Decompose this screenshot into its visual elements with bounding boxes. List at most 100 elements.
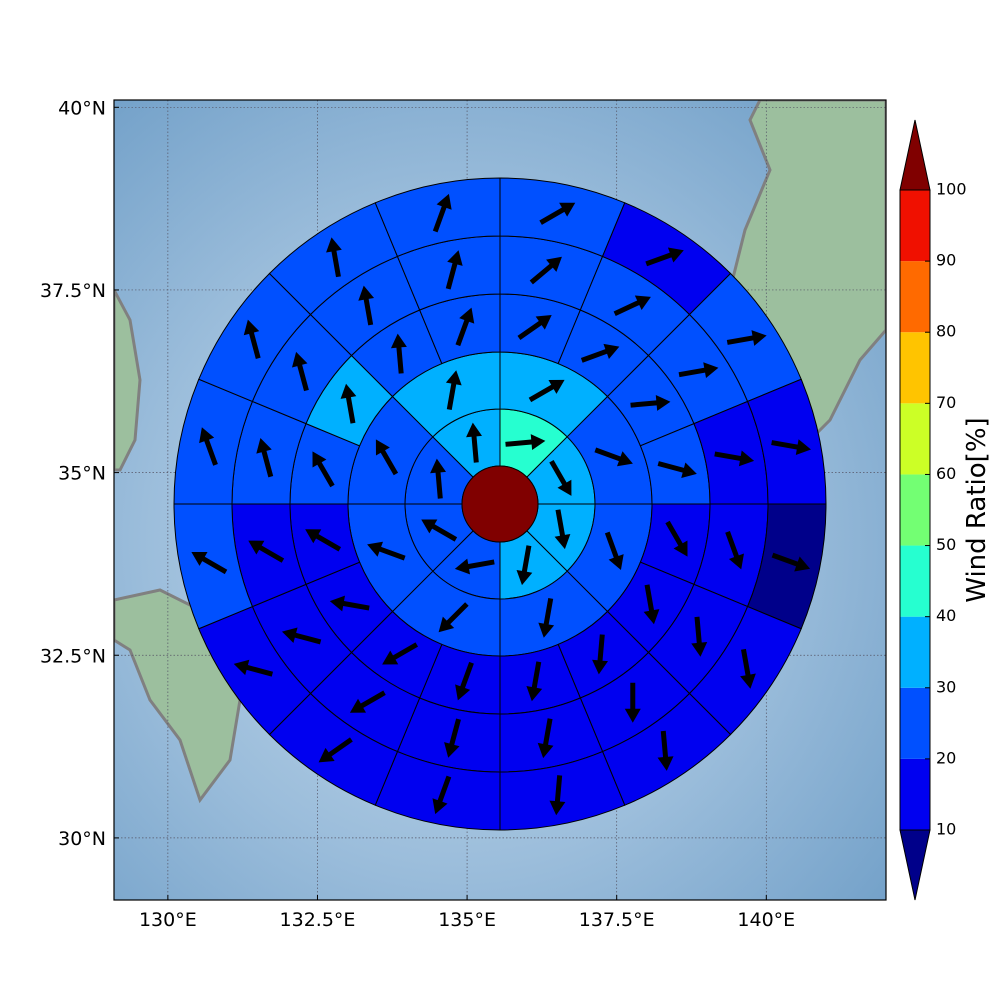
wind-arrow (432, 193, 452, 233)
wind-arrow (537, 718, 554, 759)
land (114, 289, 142, 472)
wind-arrow (199, 427, 218, 466)
wind-arrow (691, 616, 708, 657)
wind-arrow (554, 509, 571, 550)
wind-arrow (243, 319, 261, 359)
wind-arrow (665, 520, 688, 557)
wind-arrow (539, 202, 576, 225)
wind-arrow (624, 682, 641, 723)
wind-arrow (256, 438, 274, 478)
wind-arrow (645, 247, 684, 267)
colorbar-swatch (900, 332, 930, 404)
wind-arrow (312, 451, 335, 488)
wind-arrow (445, 370, 462, 411)
x-tick-label: 135°E (438, 909, 496, 931)
y-tick-label: 35°N (58, 463, 106, 485)
wind-arrow (643, 584, 660, 625)
wind-arrow (594, 447, 633, 467)
colorbar-swatch (900, 687, 930, 759)
wind-arrow (657, 461, 697, 478)
colorbar-swatch (900, 545, 930, 617)
wind-arrow (432, 775, 452, 815)
wind-arrow (191, 551, 228, 575)
colorbar-tick-label: 50 (936, 535, 956, 554)
colorbar-tick-label: 10 (936, 820, 956, 839)
wind-arrow (438, 602, 469, 633)
wind-arrow (466, 422, 482, 463)
colorbar-over (899, 119, 931, 191)
wind-arrow (526, 661, 543, 702)
wind-arrow (580, 343, 620, 363)
wind-arrow (604, 531, 624, 571)
wind-arrow (505, 434, 546, 451)
wind-arrow (375, 439, 399, 476)
wind-arrow (421, 519, 458, 542)
wind-arrow (248, 540, 285, 563)
x-tick-label: 137.5°E (579, 909, 655, 931)
colorbar-tick-label: 60 (936, 464, 956, 483)
colorbar-swatch (900, 758, 930, 830)
wind-arrow (455, 661, 474, 701)
colorbar-tick-label: 20 (936, 748, 956, 767)
colorbar-under (899, 829, 931, 901)
x-tick-label: 130°E (139, 909, 197, 931)
wind-arrow (349, 690, 386, 713)
wind-arrow (444, 718, 461, 758)
wind-arrow (281, 627, 322, 645)
wind-arrow (326, 237, 342, 278)
wind-arrow (549, 459, 572, 496)
wind-arrow (233, 659, 274, 677)
wind-arrow (529, 256, 562, 285)
wind-arrow (382, 642, 419, 665)
wind-arrow (726, 330, 767, 346)
wind-arrow (678, 362, 719, 379)
wind-arrow (740, 648, 756, 689)
colorbar-swatch (900, 261, 930, 333)
wind-arrow (657, 730, 674, 771)
wind-arrow (613, 295, 651, 316)
y-tick-label: 32.5°N (40, 645, 106, 667)
wind-arrow (455, 307, 475, 347)
wind-arrow (445, 250, 463, 290)
colorbar-tick-label: 100 (936, 180, 967, 199)
wind-arrow (340, 383, 357, 424)
wind-arrow (592, 634, 609, 675)
axes-frame (113, 99, 887, 901)
wind-arrow (516, 545, 533, 586)
wind-arrow (430, 458, 447, 499)
grid-cell (374, 177, 501, 258)
wind-arrow (390, 333, 407, 374)
wind-arrow (725, 530, 744, 570)
colorbar-tick-label: 30 (936, 677, 956, 696)
wind-arrow (358, 285, 375, 326)
wind-arrow (329, 595, 370, 612)
wind-arrow (454, 558, 495, 575)
wind-arrow (714, 450, 755, 467)
colorbar-frame (899, 189, 931, 831)
x-tick-label: 140°E (737, 909, 795, 931)
colorbar-tick-label: 40 (936, 606, 956, 625)
map (114, 100, 886, 900)
wind-arrow (538, 597, 555, 638)
wind-arrow (291, 351, 309, 392)
wind-arrow (771, 552, 811, 572)
colorbar-tick-label: 80 (936, 322, 956, 341)
colorbar-swatch (900, 474, 930, 546)
colorbar-label: Wind Ratio[%] (962, 417, 992, 602)
wind-arrow (318, 737, 353, 763)
center-cell (461, 465, 539, 543)
colorbar-tick-label: 90 (936, 251, 956, 270)
x-tick-label: 132.5°E (280, 909, 356, 931)
y-tick-label: 30°N (58, 828, 106, 850)
wind-arrow (528, 379, 565, 403)
y-tick-label: 37.5°N (40, 280, 106, 302)
colorbar-swatch (900, 616, 930, 688)
wind-arrow (630, 394, 671, 411)
colorbar-swatch (900, 190, 930, 262)
colorbar-tick-label: 70 (936, 393, 956, 412)
wind-arrow (549, 775, 566, 816)
wind-arrow (367, 541, 406, 561)
wind-arrow (517, 315, 552, 340)
colorbar-swatch (900, 403, 930, 475)
